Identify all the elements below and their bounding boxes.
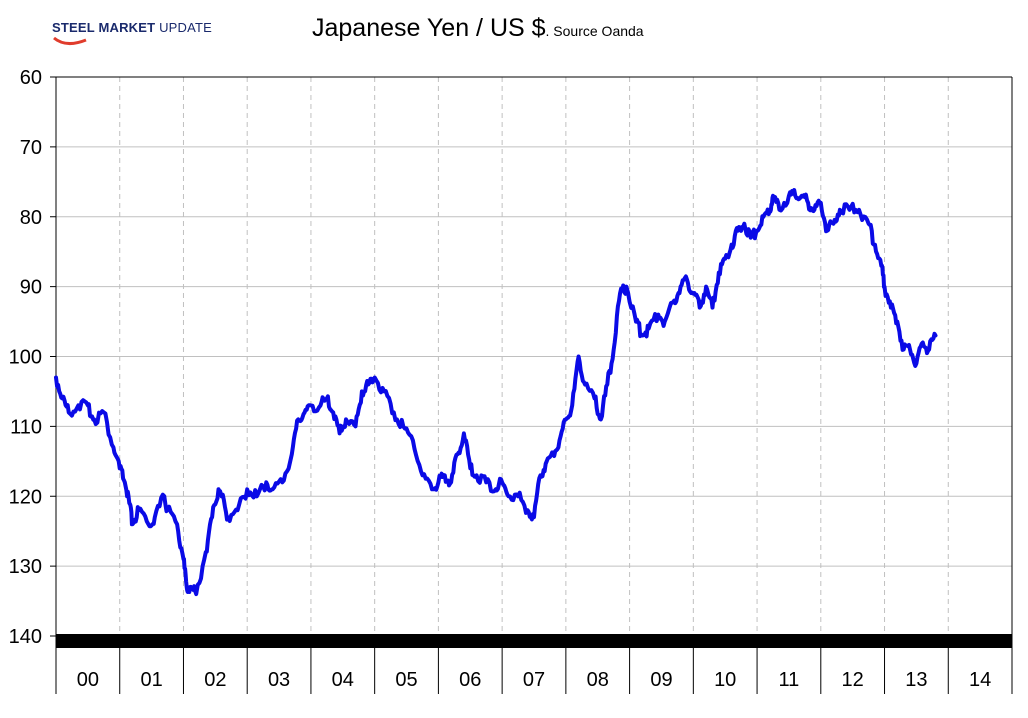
series-layer <box>54 188 938 597</box>
x-tick-label: 09 <box>650 669 672 691</box>
horizontal-gridlines <box>56 76 1012 567</box>
y-tick-label: 100 <box>9 347 42 369</box>
y-tick-label: 80 <box>20 207 42 229</box>
vertical-gridlines <box>119 77 949 694</box>
y-tick-label: 90 <box>20 277 42 299</box>
x-tick-label: 07 <box>523 669 545 691</box>
y-tick-label: 70 <box>20 137 42 159</box>
x-tick-label: 02 <box>204 669 226 691</box>
x-tick-label: 11 <box>779 669 800 691</box>
y-tick-label: 130 <box>9 556 42 578</box>
x-tick-label: 05 <box>395 669 417 691</box>
chart-title-main: Japanese Yen / US $ <box>312 14 546 42</box>
chart-title: Japanese Yen / US $. Source Oanda <box>312 14 644 43</box>
x-tick-label: 08 <box>587 669 609 691</box>
y-tick-label: 120 <box>9 486 42 508</box>
x-tick-label: 10 <box>714 669 736 691</box>
x-tick-label: 06 <box>459 669 481 691</box>
x-tick-label: 00 <box>77 669 99 691</box>
y-tick-label: 140 <box>9 626 42 648</box>
x-tick-label: 01 <box>140 669 162 691</box>
y-tick-label: 60 <box>20 67 42 89</box>
x-axis-band <box>56 634 1012 648</box>
chart-title-source: . Source Oanda <box>545 23 644 39</box>
axes <box>50 76 1013 694</box>
logo-text-thin: UPDATE <box>155 20 213 35</box>
logo-text: STEEL MARKET UPDATE <box>52 20 212 35</box>
x-tick-label: 03 <box>268 669 290 691</box>
x-tick-label: 12 <box>842 669 864 691</box>
logo-swoosh-icon <box>53 36 87 45</box>
y-tick-label: 110 <box>10 416 42 438</box>
logo-text-bold: STEEL MARKET <box>52 20 156 35</box>
x-tick-label: 14 <box>969 669 991 691</box>
y-axis-tick-labels: 60 70 80 90 100 110 120 130 140 <box>9 67 42 648</box>
x-tick-label: 13 <box>905 669 927 691</box>
x-tick-label: 04 <box>332 669 354 691</box>
series-line-JPY per USD <box>54 188 938 597</box>
x-axis-tick-labels: 00 01 02 03 04 05 06 07 08 09 10 11 12 13 14 <box>77 669 992 691</box>
